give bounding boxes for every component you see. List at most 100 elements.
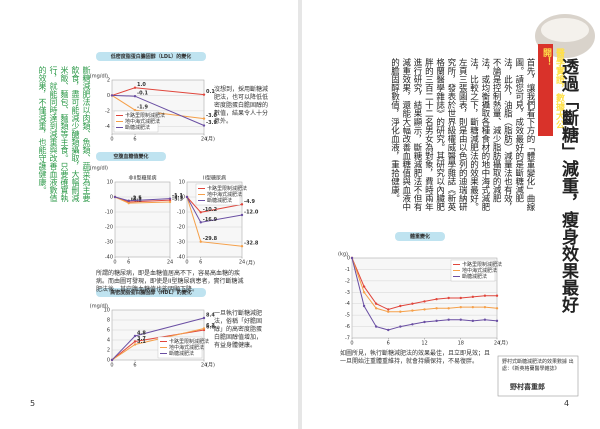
legend-label: 地中海式減肥法 bbox=[125, 118, 160, 125]
data-point bbox=[113, 195, 117, 199]
legend-label: 卡路里限制減肥法 bbox=[169, 338, 209, 345]
data-point bbox=[495, 294, 499, 297]
data-point bbox=[199, 240, 202, 243]
data-point bbox=[168, 197, 172, 200]
y-tick-label: 6 bbox=[107, 328, 110, 334]
chart-title: 體重變化 bbox=[410, 233, 430, 240]
y-tick-label: -5 bbox=[345, 313, 350, 319]
data-label: -3.3 bbox=[172, 196, 183, 202]
data-point bbox=[423, 300, 426, 303]
panel-title: II型糖尿病 bbox=[203, 175, 226, 182]
data-point bbox=[459, 305, 462, 309]
x-tick-label: 0 bbox=[350, 341, 353, 347]
y-tick-label: 4 bbox=[107, 338, 110, 344]
chart-title: 空腹血糖值變化 bbox=[113, 153, 148, 160]
data-label: -29.8 bbox=[203, 236, 218, 242]
y-tick-label: 10 bbox=[107, 180, 113, 186]
data-point bbox=[423, 320, 426, 324]
chart-title-bg bbox=[96, 288, 206, 297]
data-point bbox=[127, 199, 130, 202]
data-label: -3.0 bbox=[206, 113, 217, 119]
data-point bbox=[202, 327, 206, 330]
data-point bbox=[362, 285, 366, 288]
legend-label: 地中海式減肥法 bbox=[462, 267, 497, 274]
y-tick-label: -40 bbox=[177, 255, 185, 261]
chart-title: 高密度脂蛋白膽固醇（HDL）的變化 bbox=[110, 289, 192, 296]
x-tick-label: 6 bbox=[387, 341, 390, 347]
data-label: -3.9 bbox=[206, 120, 217, 126]
x-tick-label: 24 bbox=[201, 137, 207, 143]
data-point bbox=[374, 307, 378, 310]
data-label: -4.9 bbox=[244, 199, 255, 205]
caption: 如圖所見，執行斷糖減肥法的效果最佳，且立即見效；且一旦開始注重體重維持，就會持續… bbox=[340, 350, 491, 365]
data-point bbox=[495, 307, 499, 310]
data-label: -10.2 bbox=[203, 207, 218, 213]
data-point bbox=[202, 93, 206, 96]
x-tick-label: 24 bbox=[201, 363, 207, 369]
plot-area bbox=[114, 181, 171, 258]
data-point bbox=[199, 221, 202, 224]
x-axis-label: (月) bbox=[246, 261, 255, 267]
legend-label: 斷糖減肥法 bbox=[169, 350, 194, 357]
y-tick-label: -30 bbox=[177, 240, 185, 246]
y-axis-label: (mg/dl) bbox=[90, 304, 108, 310]
chart-title: 低密度脂蛋白膽固醇（LDL）的變化 bbox=[110, 53, 192, 60]
data-point bbox=[199, 211, 202, 214]
y-tick-label: 10 bbox=[104, 308, 110, 314]
y-tick-label: 0 bbox=[110, 195, 113, 201]
data-point bbox=[133, 340, 137, 343]
x-tick-label: 24 bbox=[167, 260, 173, 266]
source-box bbox=[497, 355, 579, 397]
data-point bbox=[459, 318, 462, 321]
legend-label: 卡路里限制減肥法 bbox=[462, 261, 502, 268]
legend-label: 卡路里限制減肥法 bbox=[207, 185, 247, 192]
x-tick-label: 0 bbox=[110, 137, 113, 143]
data-point bbox=[362, 304, 366, 308]
legend-label: 地中海式減肥法 bbox=[169, 344, 204, 351]
banner-bg bbox=[538, 44, 553, 136]
x-tick-label: 12 bbox=[421, 341, 427, 347]
data-label: 3.7 bbox=[137, 336, 146, 342]
data-point bbox=[459, 296, 462, 300]
data-label: -2.1 bbox=[172, 195, 183, 201]
data-label: -16.9 bbox=[203, 217, 218, 223]
x-tick-label: 0 bbox=[185, 260, 188, 266]
y-tick-label: -1 bbox=[345, 267, 350, 273]
data-point bbox=[411, 302, 414, 305]
data-point bbox=[387, 310, 390, 313]
page-number: 4 bbox=[564, 399, 570, 408]
data-label: 0.1 bbox=[206, 89, 215, 95]
y-tick-label: 0 bbox=[347, 256, 350, 262]
data-label: -1.1 bbox=[172, 193, 183, 199]
data-point bbox=[387, 328, 390, 332]
data-point bbox=[202, 117, 206, 120]
x-tick-label: 6 bbox=[133, 363, 136, 369]
x-tick-label: 24 bbox=[239, 260, 245, 266]
y-tick-label: -4 bbox=[105, 124, 110, 130]
data-point bbox=[447, 318, 450, 321]
y-tick-label: -10 bbox=[177, 210, 185, 216]
page-number: 5 bbox=[30, 399, 36, 408]
source: 野村式斷糖減肥法的效果數據 出處：《新英格蘭醫學雜誌》 bbox=[502, 359, 574, 372]
x-tick-label: 6 bbox=[133, 137, 136, 143]
data-label: 1.0 bbox=[137, 82, 146, 88]
y-axis-label: (mg/dl) bbox=[90, 166, 108, 172]
data-point bbox=[133, 343, 137, 346]
x-axis-label: (月) bbox=[206, 363, 215, 369]
data-point bbox=[133, 108, 137, 112]
data-point bbox=[399, 304, 402, 308]
y-tick-label: -4 bbox=[345, 301, 350, 307]
y-tick-label: 0 bbox=[182, 195, 185, 201]
data-label: -32.8 bbox=[244, 241, 259, 247]
data-point bbox=[202, 316, 206, 320]
data-point bbox=[471, 319, 475, 323]
y-tick-label: 8 bbox=[107, 318, 110, 324]
data-point bbox=[240, 245, 244, 248]
author: 野村喜重郎 bbox=[510, 383, 545, 391]
legend-label: 卡路里限制減肥法 bbox=[125, 112, 165, 119]
y-tick-label: -20 bbox=[105, 225, 113, 231]
legend-box bbox=[195, 183, 241, 206]
y-tick-label: -3 bbox=[345, 290, 350, 296]
data-point bbox=[411, 309, 414, 312]
